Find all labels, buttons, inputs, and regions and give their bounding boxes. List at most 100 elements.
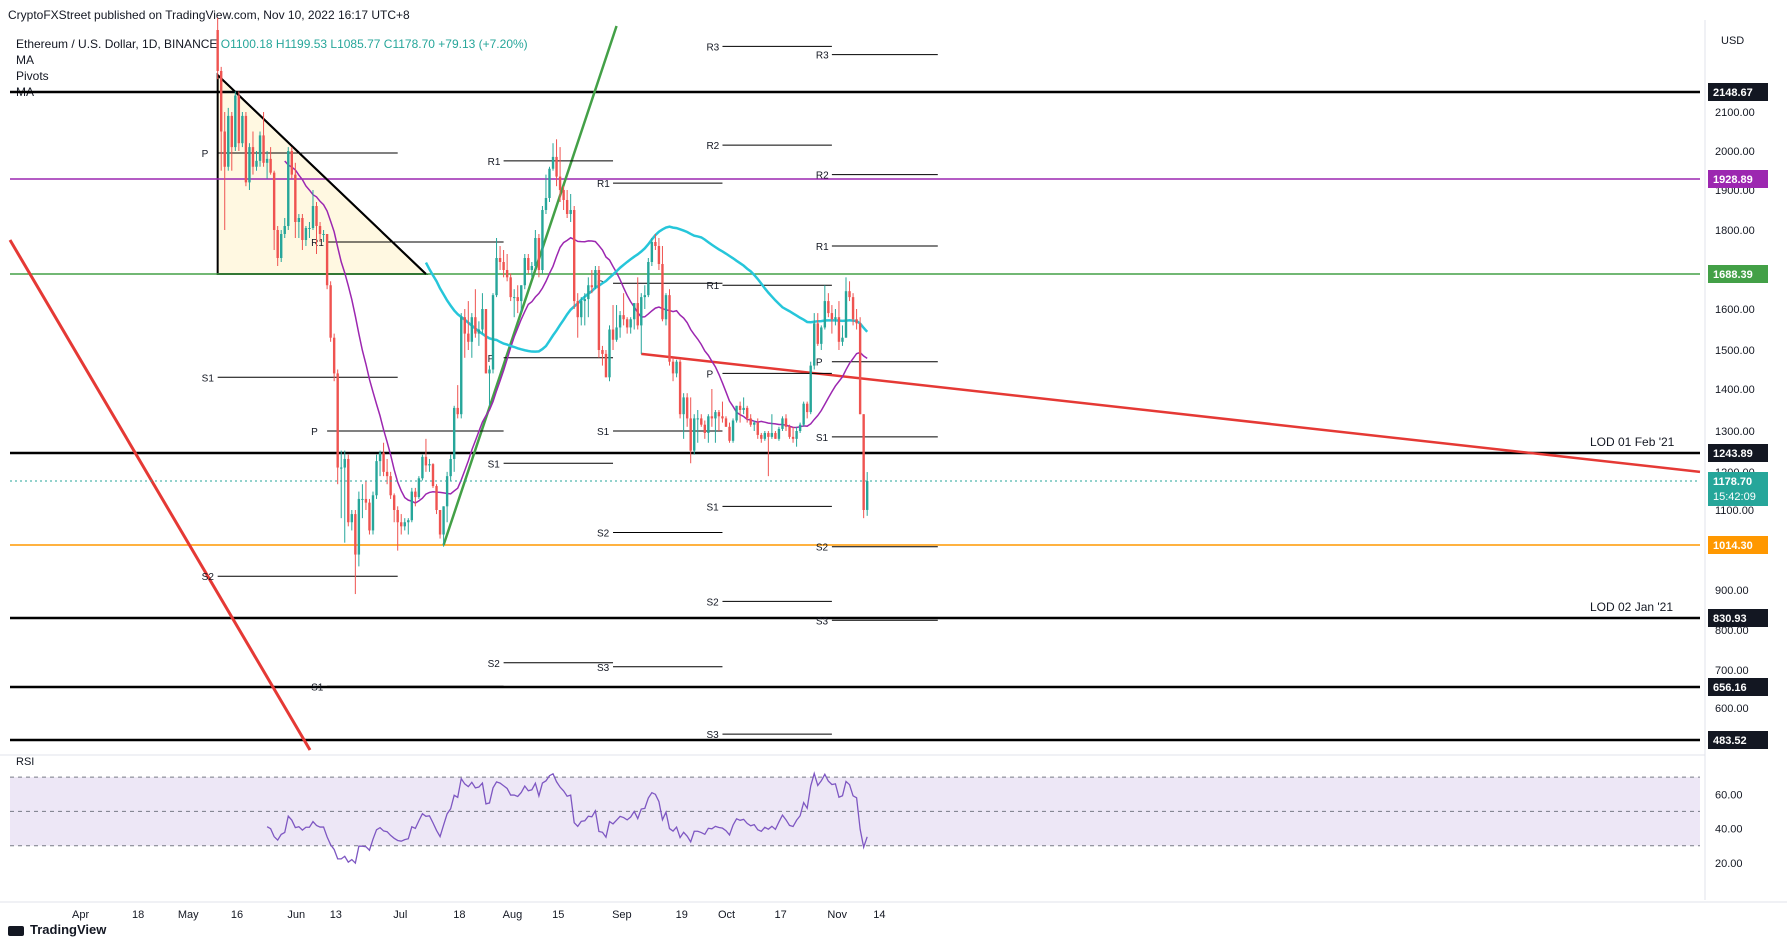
- pivot-label: R1: [706, 281, 719, 292]
- candle-body: [682, 397, 685, 415]
- price-tick-label: 700.00: [1715, 665, 1749, 677]
- candle-body: [396, 510, 399, 523]
- candle-body: [601, 350, 604, 354]
- candle-body: [615, 327, 618, 340]
- pivot-label: P: [816, 358, 823, 369]
- candle-body: [371, 495, 375, 531]
- level-price-label: 2148.67: [1713, 87, 1753, 99]
- rsi-tick-label: 40.00: [1715, 824, 1743, 836]
- candle-body: [820, 327, 823, 344]
- candle-body: [707, 416, 710, 433]
- legend-indicator-pivots[interactable]: Pivots: [16, 69, 49, 83]
- candle-body: [721, 416, 724, 419]
- candle-body: [636, 303, 639, 326]
- candle-body: [813, 323, 816, 366]
- candle-body: [562, 190, 565, 200]
- current-price-countdown: 15:42:09: [1713, 491, 1756, 503]
- candle-body: [340, 467, 343, 469]
- candle-body: [661, 264, 664, 320]
- pivot-label: S1: [488, 459, 501, 470]
- candle-body: [445, 476, 449, 507]
- candle-body: [280, 234, 283, 258]
- candle-body: [862, 414, 865, 510]
- candle-body: [530, 266, 534, 270]
- pivot-label: R1: [597, 179, 610, 190]
- time-tick-label: Jun: [287, 909, 305, 921]
- pivot-label: P: [311, 427, 318, 438]
- candle-body: [520, 285, 523, 302]
- candle-body: [710, 416, 714, 419]
- candle-body: [678, 361, 682, 415]
- long-downtrend-line: [8, 239, 312, 751]
- time-tick-label: Oct: [718, 909, 735, 921]
- price-tick-label: 1800.00: [1715, 225, 1755, 237]
- candle-body: [237, 95, 241, 144]
- candle-body: [675, 361, 678, 374]
- candle-body: [671, 361, 675, 374]
- candle-body: [318, 226, 322, 234]
- candle-body: [693, 418, 696, 451]
- pivot-label: S1: [202, 373, 215, 384]
- level-note: LOD 01 Feb '21: [1590, 435, 1675, 449]
- candle-body: [234, 95, 237, 148]
- candle-body: [438, 510, 442, 535]
- time-tick-label: 16: [231, 909, 243, 921]
- candle-body: [407, 520, 410, 523]
- candle-body: [385, 471, 389, 477]
- candle-body: [689, 418, 692, 451]
- candle-body: [788, 426, 791, 437]
- level-price-tag: [1708, 609, 1768, 627]
- candle-body: [728, 426, 731, 441]
- pivot-label: R1: [311, 238, 324, 249]
- candle-body: [756, 422, 759, 435]
- time-tick-label: 19: [676, 909, 688, 921]
- candle-body: [654, 242, 657, 246]
- candle-body: [241, 115, 244, 144]
- candle-body: [428, 464, 431, 466]
- candle-body: [763, 432, 767, 439]
- time-tick-label: 14: [873, 909, 885, 921]
- candle-body: [802, 403, 805, 425]
- tradingview-logo: TradingView: [8, 922, 106, 937]
- candle-body: [573, 210, 576, 302]
- candle-body: [760, 434, 763, 439]
- rsi-pane-label: RSI: [16, 756, 35, 768]
- pivot-label: S2: [488, 659, 501, 670]
- candle-body: [325, 234, 329, 286]
- candle-body: [548, 168, 551, 198]
- candle-body: [315, 206, 318, 226]
- level-price-label: 656.16: [1713, 682, 1747, 694]
- green-uptrend-line: [442, 25, 618, 546]
- candle-body: [251, 147, 255, 167]
- candle-body: [484, 309, 488, 374]
- price-tick-label: 1400.00: [1715, 384, 1755, 396]
- candle-body: [798, 424, 802, 431]
- rsi-band: [10, 777, 1700, 846]
- candle-body: [823, 301, 827, 328]
- level-price-label: 830.93: [1713, 613, 1747, 625]
- level-price-tag: [1708, 731, 1768, 749]
- candle-body: [361, 498, 364, 500]
- candle-body: [622, 315, 625, 320]
- candle-body: [576, 301, 579, 318]
- candle-body: [865, 481, 869, 510]
- candle-body: [618, 315, 622, 328]
- legend-indicator-ma[interactable]: MA: [16, 53, 34, 67]
- candle-body: [640, 297, 643, 326]
- candle-body: [629, 319, 632, 328]
- ma-200-line: [424, 225, 869, 353]
- candle-body: [350, 514, 354, 523]
- candle-body: [463, 317, 466, 334]
- candle-body: [541, 210, 544, 270]
- candle-body: [400, 522, 403, 527]
- candle-body: [389, 476, 392, 496]
- level-price-tag: [1708, 678, 1768, 696]
- candle-body: [770, 432, 774, 437]
- candle-body: [491, 295, 495, 370]
- candle-body: [594, 270, 597, 288]
- rsi-tick-label: 60.00: [1715, 789, 1743, 801]
- chart-legend: Ethereum / U.S. Dollar, 1D, BINANCE O110…: [16, 36, 528, 100]
- candle-body: [223, 131, 226, 167]
- candle-body: [749, 418, 752, 425]
